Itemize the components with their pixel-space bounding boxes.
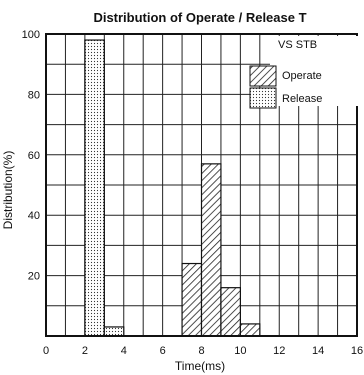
- x-tick-label: 6: [160, 345, 166, 357]
- legend-note: VS STB: [278, 39, 317, 51]
- x-tick-label: 10: [234, 345, 246, 357]
- y-tick-label: 60: [28, 150, 40, 162]
- x-tick-label: 2: [82, 345, 88, 357]
- y-tick-label: 100: [22, 29, 40, 41]
- y-axis-label: Distribution(%): [1, 151, 15, 230]
- chart-title: Distribution of Operate / Release T: [93, 10, 306, 25]
- x-tick-label: 0: [43, 345, 49, 357]
- legend-swatch-operate: [249, 65, 277, 87]
- y-tick-label: 80: [28, 89, 40, 101]
- y-tick-label: 20: [28, 271, 40, 283]
- legend-swatch-release: [249, 87, 277, 109]
- x-tick-label: 4: [121, 345, 127, 357]
- bar-operate: [200, 163, 222, 337]
- x-tick-label: 14: [312, 345, 324, 357]
- x-tick-label: 8: [198, 345, 204, 357]
- legend-label-operate: Operate: [282, 70, 322, 82]
- bar-release: [103, 326, 125, 337]
- bar-operate: [181, 262, 203, 337]
- x-tick-labels: 0 2 4 6 8 10 12 14 16: [43, 345, 363, 357]
- bars: [84, 39, 261, 337]
- y-tick-label: 40: [28, 210, 40, 222]
- y-tick-labels: 20 40 60 80 100: [22, 29, 40, 283]
- x-tick-label: 16: [351, 345, 363, 357]
- plot-frame: [45, 33, 358, 337]
- bar-operate: [220, 287, 241, 337]
- legend: VS STB Operate Release: [249, 36, 358, 109]
- legend-label-release: Release: [282, 93, 322, 105]
- bar-release: [84, 39, 105, 337]
- x-axis-label: Time(ms): [175, 359, 225, 373]
- bar-operate: [239, 323, 261, 337]
- x-tick-label: 12: [273, 345, 285, 357]
